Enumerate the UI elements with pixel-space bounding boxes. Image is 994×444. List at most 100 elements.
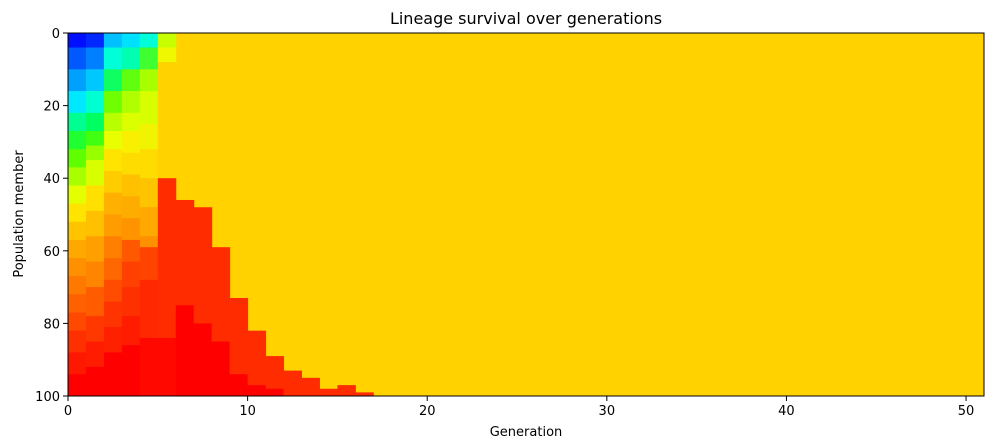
- plot-frame: [67, 32, 985, 397]
- heatmap-cell: [68, 131, 87, 150]
- y-tick-label: 20: [43, 100, 60, 115]
- heatmap-cell: [355, 392, 374, 397]
- heatmap-cell: [103, 170, 123, 194]
- heatmap-cell: [68, 203, 87, 223]
- heatmap-cell: [121, 91, 141, 114]
- heatmap-cell: [85, 160, 105, 186]
- heatmap-cell: [68, 33, 87, 49]
- heatmap-cell: [68, 352, 87, 375]
- heatmap-cell: [85, 341, 105, 368]
- heatmap-cell: [121, 174, 141, 197]
- y-axis-label: Population member: [12, 150, 27, 278]
- heatmap-cell: [121, 316, 141, 346]
- chart-title: Lineage survival over generations: [390, 9, 662, 28]
- y-tick-label: 0: [52, 27, 60, 42]
- heatmap-cell: [121, 33, 141, 49]
- y-tick-label: 40: [43, 172, 60, 187]
- heatmap-cell: [121, 47, 141, 70]
- heatmap-cell: [139, 69, 159, 92]
- x-tick-label: 20: [419, 404, 436, 419]
- heatmap-cell: [68, 221, 87, 241]
- heatmap-cell: [68, 91, 87, 114]
- y-tick-label: 80: [43, 317, 60, 332]
- y-tick-label: 100: [35, 390, 60, 405]
- heatmap-cell: [103, 301, 123, 328]
- heatmap-cell: [68, 239, 87, 259]
- heatmap-cell: [103, 192, 123, 215]
- heatmap-cell: [121, 131, 141, 154]
- heatmap-cell: [139, 91, 159, 125]
- heatmap-cell: [319, 388, 338, 397]
- heatmap-cell: [85, 112, 105, 132]
- heatmap-cell: [103, 149, 123, 172]
- heatmap-cell: [265, 388, 285, 397]
- x-tick-label: 40: [778, 404, 795, 419]
- heatmap-cell: [68, 112, 87, 132]
- heatmap-cell: [103, 279, 123, 303]
- heatmap-cell: [68, 312, 87, 332]
- heatmap-cell: [85, 47, 105, 70]
- heatmap-cell: [139, 47, 159, 70]
- x-tick-label: 50: [958, 404, 975, 419]
- heatmap-cell: [211, 341, 231, 397]
- heatmap-cell: [103, 131, 123, 150]
- x-axis: 0 10 20 30 40 50: [64, 396, 974, 419]
- heatmap-cell: [121, 69, 141, 92]
- y-axis: 0 20 40 60 80 100: [35, 27, 68, 405]
- heatmap-cell: [211, 247, 231, 343]
- heatmap-cell: [68, 185, 87, 205]
- heatmap-cell: [121, 152, 141, 176]
- heatmap-cell: [121, 345, 141, 397]
- heatmap-cell: [139, 247, 159, 281]
- heatmap-cell: [139, 149, 159, 179]
- heatmap-cell: [121, 112, 141, 132]
- heatmap-cell: [68, 69, 87, 92]
- heatmap-cell: [121, 196, 141, 219]
- heatmap-cell: [85, 261, 105, 288]
- heatmap-cell: [157, 62, 177, 179]
- heatmap-cell: [229, 374, 249, 397]
- heatmap-cell: [139, 123, 159, 150]
- heatmap-cell: [139, 236, 159, 248]
- heatmap-cell: [103, 69, 123, 92]
- heatmap-cell: [247, 385, 267, 397]
- heatmap-cell: [157, 337, 177, 397]
- heatmap-cell: [337, 385, 356, 397]
- heatmap-cell: [139, 207, 159, 237]
- y-tick-label: 60: [43, 245, 60, 260]
- x-tick-label: 0: [64, 404, 72, 419]
- heatmap-cell: [85, 236, 105, 263]
- heatmap-cell: [103, 112, 123, 132]
- heatmap-cell: [121, 287, 141, 317]
- heatmap-cell: [68, 330, 87, 353]
- heatmap-cell: [85, 287, 105, 317]
- heatmap-cell: [229, 297, 249, 375]
- heatmap-cell: [68, 276, 87, 295]
- heatmap-cell: [283, 370, 302, 397]
- heatmap-cell: [157, 178, 177, 339]
- heatmap-cell: [85, 210, 105, 237]
- heatmap-cell: [68, 167, 87, 186]
- heatmap-cell: [85, 33, 105, 49]
- x-tick-label: 10: [239, 404, 256, 419]
- heatmap-cell: [68, 258, 87, 277]
- heatmap-cell: [265, 356, 285, 390]
- heatmap-cell: [68, 149, 87, 168]
- heatmap-cell: [103, 352, 123, 397]
- heatmap-cell: [139, 337, 159, 397]
- heatmap-cell: [175, 199, 195, 306]
- heatmap-cell: [157, 33, 177, 49]
- x-tick-label: 30: [599, 404, 616, 419]
- heatmap-cell: [85, 316, 105, 343]
- heatmap-cell: [121, 218, 141, 241]
- heatmap-cell: [68, 294, 87, 314]
- heatmap-cell: [85, 69, 105, 92]
- heatmap-cell: [139, 178, 159, 208]
- heatmap-cell: [85, 91, 105, 114]
- heatmap-cell: [68, 374, 87, 397]
- heatmap-cell: [121, 239, 141, 263]
- heatmap-cell: [103, 236, 123, 259]
- heatmap-cell: [193, 323, 213, 397]
- heatmap-cell: [85, 131, 105, 147]
